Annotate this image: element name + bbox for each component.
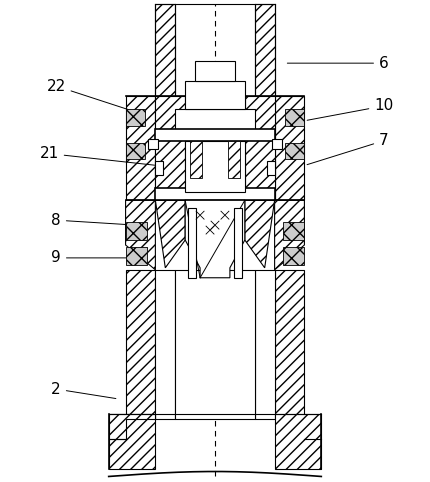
- Text: 10: 10: [307, 98, 393, 120]
- Polygon shape: [155, 200, 185, 268]
- Polygon shape: [275, 270, 304, 419]
- Bar: [148, 139, 158, 148]
- Bar: [285, 143, 304, 159]
- Bar: [126, 247, 147, 265]
- Polygon shape: [245, 200, 275, 268]
- Text: 8: 8: [51, 213, 133, 228]
- Polygon shape: [109, 414, 155, 469]
- Bar: [126, 109, 145, 126]
- Bar: [155, 161, 163, 175]
- Bar: [126, 143, 145, 159]
- Bar: [234, 208, 242, 278]
- Polygon shape: [255, 3, 275, 96]
- Polygon shape: [155, 3, 175, 96]
- Polygon shape: [109, 414, 155, 439]
- Bar: [185, 81, 245, 109]
- Text: 2: 2: [51, 382, 116, 399]
- Text: 9: 9: [51, 250, 128, 266]
- Polygon shape: [275, 96, 304, 200]
- Polygon shape: [126, 96, 155, 200]
- Bar: [175, 270, 255, 419]
- Bar: [228, 141, 240, 178]
- Bar: [155, 188, 275, 200]
- Bar: [267, 161, 275, 175]
- Bar: [190, 141, 202, 178]
- Bar: [188, 208, 196, 278]
- Bar: [195, 61, 235, 81]
- Text: 21: 21: [40, 146, 155, 165]
- Polygon shape: [275, 200, 304, 270]
- Bar: [155, 270, 175, 419]
- Polygon shape: [126, 200, 155, 270]
- Bar: [175, 109, 255, 131]
- Bar: [272, 139, 282, 148]
- Text: 6: 6: [287, 55, 389, 71]
- Bar: [283, 247, 304, 265]
- Text: 7: 7: [307, 133, 389, 165]
- Text: 22: 22: [46, 79, 145, 115]
- Bar: [185, 141, 245, 192]
- Polygon shape: [275, 414, 321, 469]
- Polygon shape: [245, 96, 275, 200]
- Bar: [283, 222, 304, 240]
- Bar: [155, 129, 275, 141]
- Polygon shape: [185, 200, 245, 278]
- Polygon shape: [126, 270, 155, 419]
- Polygon shape: [155, 96, 185, 200]
- Bar: [285, 109, 304, 126]
- Bar: [126, 222, 147, 240]
- Bar: [255, 270, 275, 419]
